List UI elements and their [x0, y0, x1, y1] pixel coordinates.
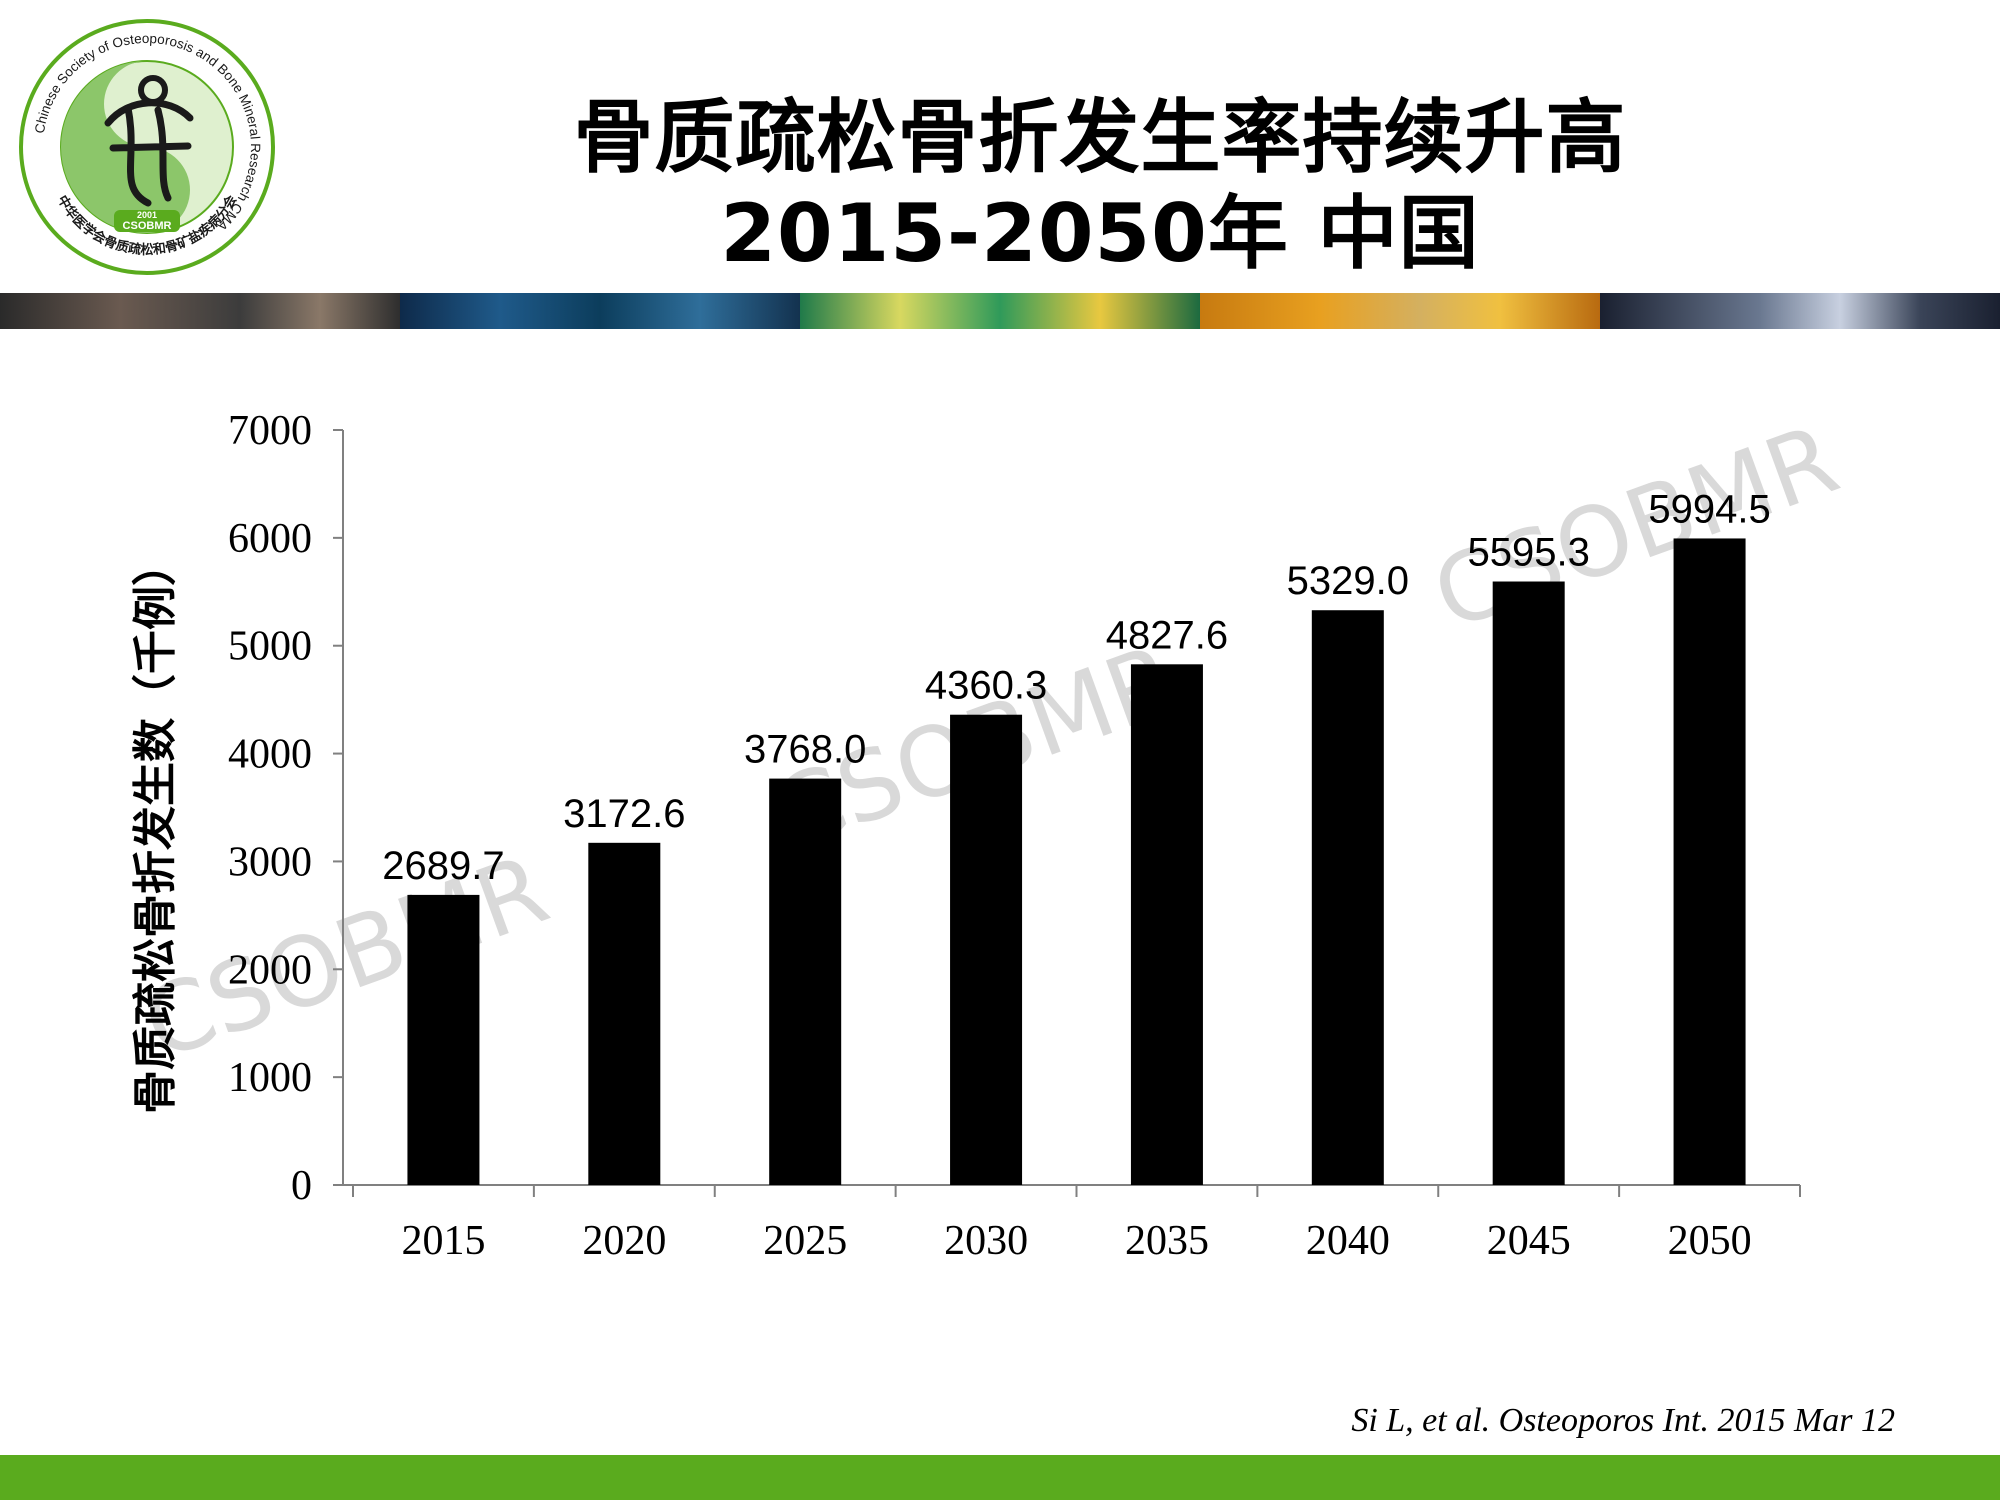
data-labels: 2689.7 3172.6 3768.0 4360.3 4827.6 5329.0 5595… — [382, 487, 1770, 887]
banner-photo-microscope — [0, 293, 400, 329]
title-line-1: 骨质疏松骨折发生率持续升高 — [573, 91, 1627, 184]
footer-bar — [0, 1455, 2000, 1500]
logo-year: 2001 — [137, 210, 157, 220]
banner-photo-keyboard — [1600, 293, 2000, 329]
x-tick-label-2030: 2030 — [944, 1218, 1028, 1264]
banner-photo-machinery — [1200, 293, 1600, 329]
y-tick-label: 4000 — [228, 732, 312, 778]
y-tick-label: 3000 — [228, 839, 312, 885]
bar-2035 — [1130, 664, 1203, 1185]
x-tick-label-2050: 2050 — [1668, 1218, 1752, 1264]
y-tick-label: 0 — [291, 1163, 312, 1209]
title-line-2: 2015-2050年 中国 — [720, 187, 1480, 280]
y-tick-label: 7000 — [228, 408, 312, 454]
x-tick-label-2045: 2045 — [1487, 1218, 1571, 1264]
banner-photo-lab — [800, 293, 1200, 329]
y-tick-label: 5000 — [228, 624, 312, 670]
data-label-2030: 4360.3 — [925, 664, 1047, 708]
bar-2045 — [1492, 581, 1565, 1185]
data-label-2025: 3768.0 — [744, 728, 866, 772]
y-tick-label: 2000 — [228, 947, 312, 993]
bar-2015 — [407, 894, 480, 1185]
banner-photo-circuit — [400, 293, 800, 329]
bar-2040 — [1311, 610, 1384, 1185]
x-tick-label-2020: 2020 — [582, 1218, 666, 1264]
y-axis-label: 骨质疏松骨折发生数（千例） — [130, 542, 181, 1114]
bar-2020 — [588, 842, 661, 1185]
slide-title: 骨质疏松骨折发生率持续升高 2015-2050年 中国 — [480, 90, 1720, 282]
y-tick-label: 6000 — [228, 516, 312, 562]
y-ticks: 0 1000 2000 3000 4000 5000 6000 7000 — [228, 408, 343, 1209]
data-label-2020: 3172.6 — [563, 792, 685, 836]
y-tick-label: 1000 — [228, 1055, 312, 1101]
data-label-2050: 5994.5 — [1648, 487, 1770, 531]
citation: Si L, et al. Osteoporos Int. 2015 Mar 12 — [1351, 1402, 1895, 1439]
x-tick-label-2015: 2015 — [401, 1218, 485, 1264]
csobmr-logo: 2001 CSOBMR Chinese Society of Osteoporo… — [19, 19, 275, 275]
data-label-2045: 5595.3 — [1468, 531, 1590, 575]
data-label-2015: 2689.7 — [382, 844, 504, 888]
data-label-2035: 4827.6 — [1106, 613, 1228, 657]
x-tick-label-2035: 2035 — [1125, 1218, 1209, 1264]
bars — [407, 538, 1746, 1185]
x-ticks: 2015 2020 2025 2030 2035 2040 2045 2050 — [352, 1185, 1801, 1264]
data-label-2040: 5329.0 — [1287, 559, 1409, 603]
x-tick-label-2025: 2025 — [763, 1218, 847, 1264]
logo-abbr: CSOBMR — [123, 220, 172, 232]
bar-2025 — [769, 778, 842, 1185]
photo-banner — [0, 293, 2000, 329]
bar-2050 — [1673, 538, 1746, 1185]
watermark-3: CSOBMR — [1420, 403, 1852, 652]
bar-2030 — [950, 714, 1023, 1185]
x-tick-label-2040: 2040 — [1306, 1218, 1390, 1264]
